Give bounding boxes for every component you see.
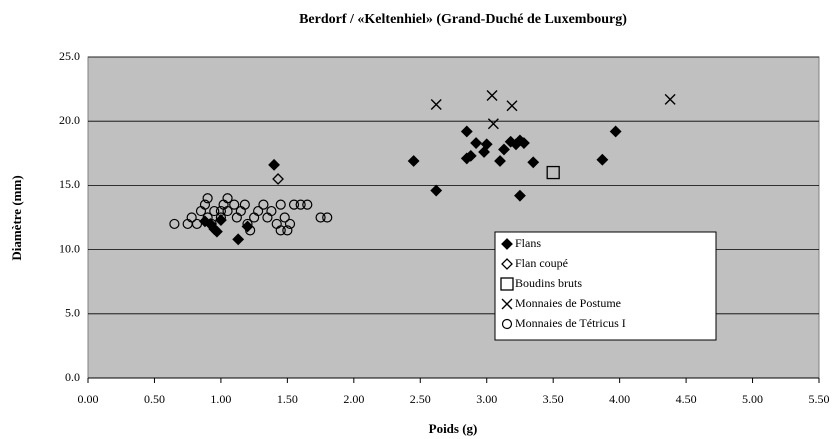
legend-marker [500,277,514,291]
marker [258,199,269,210]
legend-marker [501,238,513,250]
marker [191,218,203,230]
marker [239,199,250,210]
x-axis-label: Poids (g) [429,421,478,436]
marker [206,218,217,230]
marker [215,205,227,217]
marker [518,137,530,149]
legend-marker [501,298,513,310]
y-tick-label: 20.0 [59,113,80,127]
marker [272,173,284,185]
marker [430,184,443,197]
marker [494,155,506,167]
legend-marker [501,258,513,270]
x-tick-label: 2.50 [410,392,431,406]
x-tick-label: 1.50 [277,392,298,406]
marker [486,90,498,102]
marker [279,212,290,223]
marker [242,218,253,230]
marker [232,233,245,246]
legend-label: Flans [515,236,541,250]
marker [315,212,326,223]
legend-box [494,231,717,341]
marker [460,125,473,138]
marker [169,218,180,230]
marker [275,199,286,210]
marker [609,125,622,138]
x-tick-label: 0.00 [78,392,99,406]
marker [275,225,286,236]
y-tick-label: 15.0 [59,177,80,191]
marker [186,212,197,223]
marker [245,225,256,236]
marker [498,143,510,156]
marker [514,189,526,202]
marker [480,138,493,151]
marker [470,137,483,149]
marker [295,199,306,210]
legend-label: Boudins bruts [515,276,582,290]
marker [266,205,277,217]
marker [202,193,213,204]
chart-title: Berdorf / «Keltenhiel» (Grand-Duché de L… [299,12,627,27]
legend-label: Flan coupé [515,256,568,270]
x-tick-label: 1.00 [210,392,231,406]
marker [268,158,280,171]
x-tick-label: 4.00 [609,392,630,406]
marker [214,214,227,226]
marker [284,218,296,230]
marker [215,212,227,223]
x-tick-label: 0.50 [144,392,165,406]
marker [222,193,233,204]
marker [506,100,518,112]
marker [430,99,442,111]
x-tick-label: 3.50 [543,392,564,406]
marker [288,199,300,210]
x-tick-label: 2.00 [343,392,364,406]
x-tick-label: 5.50 [809,392,830,406]
marker [322,212,333,223]
marker [211,225,223,238]
x-tick-label: 3.00 [476,392,497,406]
marker [487,118,499,130]
marker [407,155,420,167]
marker [596,153,609,166]
marker [209,205,220,217]
legend-marker [501,318,513,330]
y-tick-label: 0.0 [65,370,80,384]
marker [464,149,477,162]
marker [527,156,540,169]
y-tick-label: 5.0 [65,306,80,320]
marker [199,199,211,210]
marker [664,93,676,105]
legend-label: Monnaies de Postume [515,296,621,310]
x-tick-label: 4.50 [676,392,697,406]
legend-label: Monnaies de Tétricus I [515,316,626,330]
marker [302,199,313,210]
y-tick-label: 25.0 [59,49,80,63]
marker [546,165,560,180]
marker [253,205,264,217]
marker [229,199,240,210]
y-axis-label: Diamètre (mm) [9,175,24,260]
marker [282,225,293,236]
x-tick-label: 5.00 [742,392,763,406]
marker [222,205,233,217]
y-tick-label: 10.0 [59,241,80,255]
